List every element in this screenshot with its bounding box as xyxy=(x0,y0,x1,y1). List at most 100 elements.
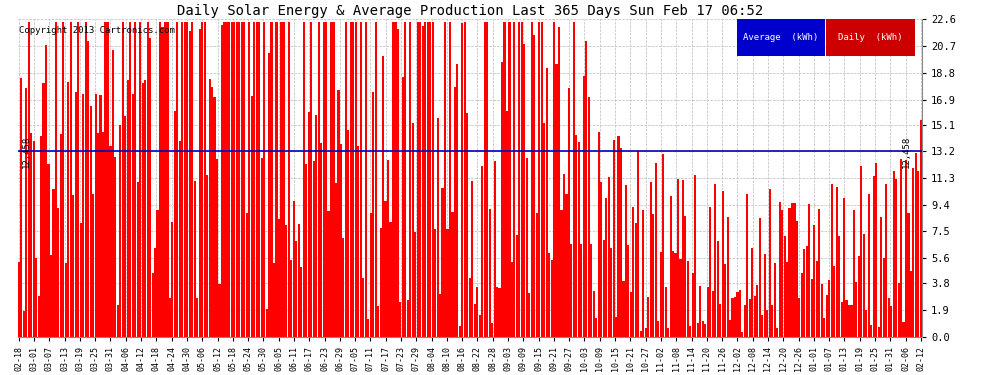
Bar xyxy=(23,310,25,337)
Bar xyxy=(156,210,158,337)
Bar xyxy=(43,83,45,337)
Bar xyxy=(255,22,257,337)
Bar xyxy=(439,294,442,337)
Bar xyxy=(529,293,531,337)
Bar xyxy=(623,281,625,337)
Bar xyxy=(714,184,716,337)
Bar xyxy=(330,22,332,337)
Bar xyxy=(506,111,508,337)
Bar xyxy=(568,88,570,337)
Bar xyxy=(875,163,877,337)
Bar xyxy=(125,116,127,337)
Bar xyxy=(595,318,597,337)
Bar xyxy=(635,223,637,337)
Bar xyxy=(352,22,354,337)
Bar xyxy=(724,264,726,337)
Bar xyxy=(620,148,622,337)
Bar xyxy=(349,22,351,337)
Bar xyxy=(918,171,920,337)
Title: Daily Solar Energy & Average Production Last 365 Days Sun Feb 17 06:52: Daily Solar Energy & Average Production … xyxy=(176,4,763,18)
Bar xyxy=(848,305,850,337)
Bar xyxy=(758,218,761,337)
Bar xyxy=(369,213,371,337)
Bar xyxy=(176,22,178,337)
Bar xyxy=(239,22,241,337)
Bar xyxy=(196,298,198,337)
Bar xyxy=(253,22,255,337)
Bar xyxy=(788,208,791,337)
Bar xyxy=(570,244,572,337)
Bar xyxy=(600,182,602,337)
Bar xyxy=(149,38,151,337)
Bar xyxy=(692,273,694,337)
Bar xyxy=(516,236,518,337)
Bar xyxy=(806,246,808,337)
Bar xyxy=(920,120,922,337)
Bar xyxy=(563,174,565,337)
Bar xyxy=(687,261,689,337)
Bar xyxy=(828,280,831,337)
Bar xyxy=(201,22,203,337)
Bar xyxy=(853,210,855,337)
Bar xyxy=(684,216,686,337)
Bar xyxy=(298,224,300,337)
Bar xyxy=(137,182,139,337)
Bar xyxy=(278,219,280,337)
Bar xyxy=(397,29,399,337)
Bar xyxy=(831,184,833,337)
Bar xyxy=(448,22,451,337)
Bar xyxy=(62,22,64,337)
Bar xyxy=(338,90,340,337)
Bar xyxy=(734,297,736,337)
Bar xyxy=(553,22,555,337)
Text: Copyright 2013 Cartronics.com: Copyright 2013 Cartronics.com xyxy=(20,26,175,34)
Bar xyxy=(811,279,813,337)
Bar xyxy=(719,304,721,337)
Bar xyxy=(833,266,836,337)
Bar xyxy=(221,24,223,337)
Bar xyxy=(89,106,92,337)
Bar xyxy=(873,176,875,337)
Bar xyxy=(776,328,778,337)
Bar xyxy=(689,327,691,337)
Bar xyxy=(372,92,374,337)
Bar xyxy=(290,260,292,337)
Bar xyxy=(526,158,528,337)
Bar xyxy=(751,249,753,337)
Bar xyxy=(461,23,463,337)
Bar xyxy=(115,157,117,337)
Bar xyxy=(359,22,361,337)
Bar xyxy=(94,94,97,337)
Bar xyxy=(583,76,585,337)
Bar xyxy=(362,278,364,337)
Bar xyxy=(437,118,439,337)
Bar xyxy=(816,261,818,337)
Bar xyxy=(25,88,28,337)
Bar xyxy=(555,64,557,337)
Bar xyxy=(154,248,156,337)
Bar xyxy=(796,221,798,337)
Bar xyxy=(905,160,907,337)
Bar xyxy=(679,259,681,337)
Bar xyxy=(677,179,679,337)
Bar xyxy=(608,177,610,337)
Bar xyxy=(672,251,674,337)
Bar xyxy=(640,331,642,337)
Bar xyxy=(45,45,48,337)
Bar xyxy=(364,22,366,337)
Bar xyxy=(702,321,704,337)
Bar xyxy=(697,322,699,337)
Bar xyxy=(878,327,880,337)
Bar xyxy=(491,322,493,337)
Bar xyxy=(92,194,94,337)
Bar xyxy=(64,263,67,337)
Bar xyxy=(863,234,865,337)
Bar xyxy=(885,184,887,337)
Bar xyxy=(613,140,615,337)
Bar xyxy=(756,285,758,337)
Bar xyxy=(494,161,496,337)
Bar xyxy=(345,22,346,337)
Bar xyxy=(649,182,651,337)
Bar xyxy=(209,79,211,337)
Bar xyxy=(798,298,801,337)
